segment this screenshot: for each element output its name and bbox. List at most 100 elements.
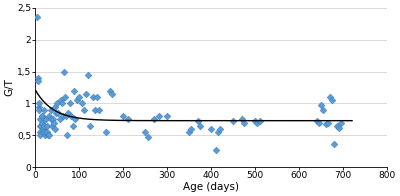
Point	[338, 121, 344, 124]
Point	[78, 102, 85, 105]
Point	[43, 118, 50, 121]
Point	[66, 102, 73, 105]
X-axis label: Age (days): Age (days)	[183, 182, 239, 192]
Y-axis label: G/T: G/T	[4, 79, 14, 96]
Point	[62, 95, 68, 99]
Point	[241, 121, 248, 124]
Point	[334, 124, 340, 127]
Point	[44, 131, 50, 134]
Point	[316, 121, 322, 124]
Point	[256, 120, 263, 123]
Point	[109, 92, 116, 95]
Point	[188, 127, 195, 131]
Point	[36, 105, 42, 108]
Point	[254, 121, 261, 124]
Point	[44, 134, 51, 137]
Point	[107, 89, 113, 92]
Point	[144, 136, 151, 139]
Point	[164, 115, 170, 118]
Point	[252, 119, 258, 122]
Point	[38, 115, 45, 118]
Point	[80, 108, 87, 111]
Point	[197, 124, 204, 127]
Point	[42, 134, 48, 137]
Point	[89, 95, 96, 99]
Point	[186, 131, 192, 134]
Point	[230, 120, 236, 123]
Point	[63, 115, 69, 118]
Point	[52, 127, 58, 131]
Point	[67, 115, 74, 118]
Point	[44, 124, 50, 127]
Point	[50, 118, 56, 121]
Point	[215, 131, 221, 134]
Point	[64, 134, 70, 137]
Point	[55, 112, 62, 115]
Point	[71, 89, 77, 92]
Point	[48, 118, 54, 121]
Point	[329, 99, 336, 102]
Point	[41, 108, 47, 111]
Point	[36, 102, 42, 105]
Point	[327, 95, 333, 99]
Point	[217, 127, 223, 131]
Point	[94, 95, 100, 99]
Point	[36, 108, 42, 111]
Point	[58, 102, 65, 105]
Point	[49, 124, 55, 127]
Point	[35, 80, 42, 83]
Point	[58, 99, 64, 102]
Point	[314, 120, 320, 123]
Point	[39, 121, 45, 124]
Point	[85, 73, 91, 76]
Point	[54, 102, 60, 105]
Point	[336, 126, 342, 129]
Point	[322, 122, 329, 125]
Point	[34, 16, 40, 19]
Point	[36, 124, 43, 127]
Point	[41, 118, 47, 121]
Point	[45, 134, 52, 137]
Point	[151, 118, 157, 121]
Point	[92, 108, 98, 111]
Point	[36, 118, 43, 121]
Point	[51, 121, 57, 124]
Point	[39, 115, 46, 118]
Point	[142, 131, 148, 134]
Point	[120, 115, 126, 118]
Point	[40, 127, 46, 131]
Point	[42, 131, 48, 134]
Point	[96, 108, 102, 111]
Point	[40, 131, 46, 134]
Point	[325, 121, 331, 124]
Point	[102, 131, 109, 134]
Point	[41, 124, 47, 127]
Point	[46, 115, 53, 118]
Point	[56, 118, 63, 121]
Point	[61, 70, 67, 73]
Point	[83, 92, 89, 95]
Point	[155, 115, 162, 118]
Point	[212, 149, 219, 152]
Point	[320, 108, 327, 111]
Point	[76, 95, 82, 99]
Point	[124, 118, 131, 121]
Point	[72, 118, 78, 121]
Point	[74, 99, 80, 102]
Point	[37, 134, 43, 137]
Point	[52, 105, 58, 108]
Point	[38, 124, 44, 127]
Point	[331, 142, 338, 145]
Point	[239, 118, 245, 121]
Point	[60, 115, 66, 118]
Point	[48, 108, 54, 111]
Point	[65, 112, 72, 115]
Point	[53, 112, 60, 115]
Point	[34, 76, 41, 79]
Point	[36, 131, 43, 134]
Point	[318, 104, 324, 107]
Point	[87, 124, 94, 127]
Point	[195, 120, 201, 123]
Point	[70, 124, 76, 127]
Point	[208, 127, 214, 131]
